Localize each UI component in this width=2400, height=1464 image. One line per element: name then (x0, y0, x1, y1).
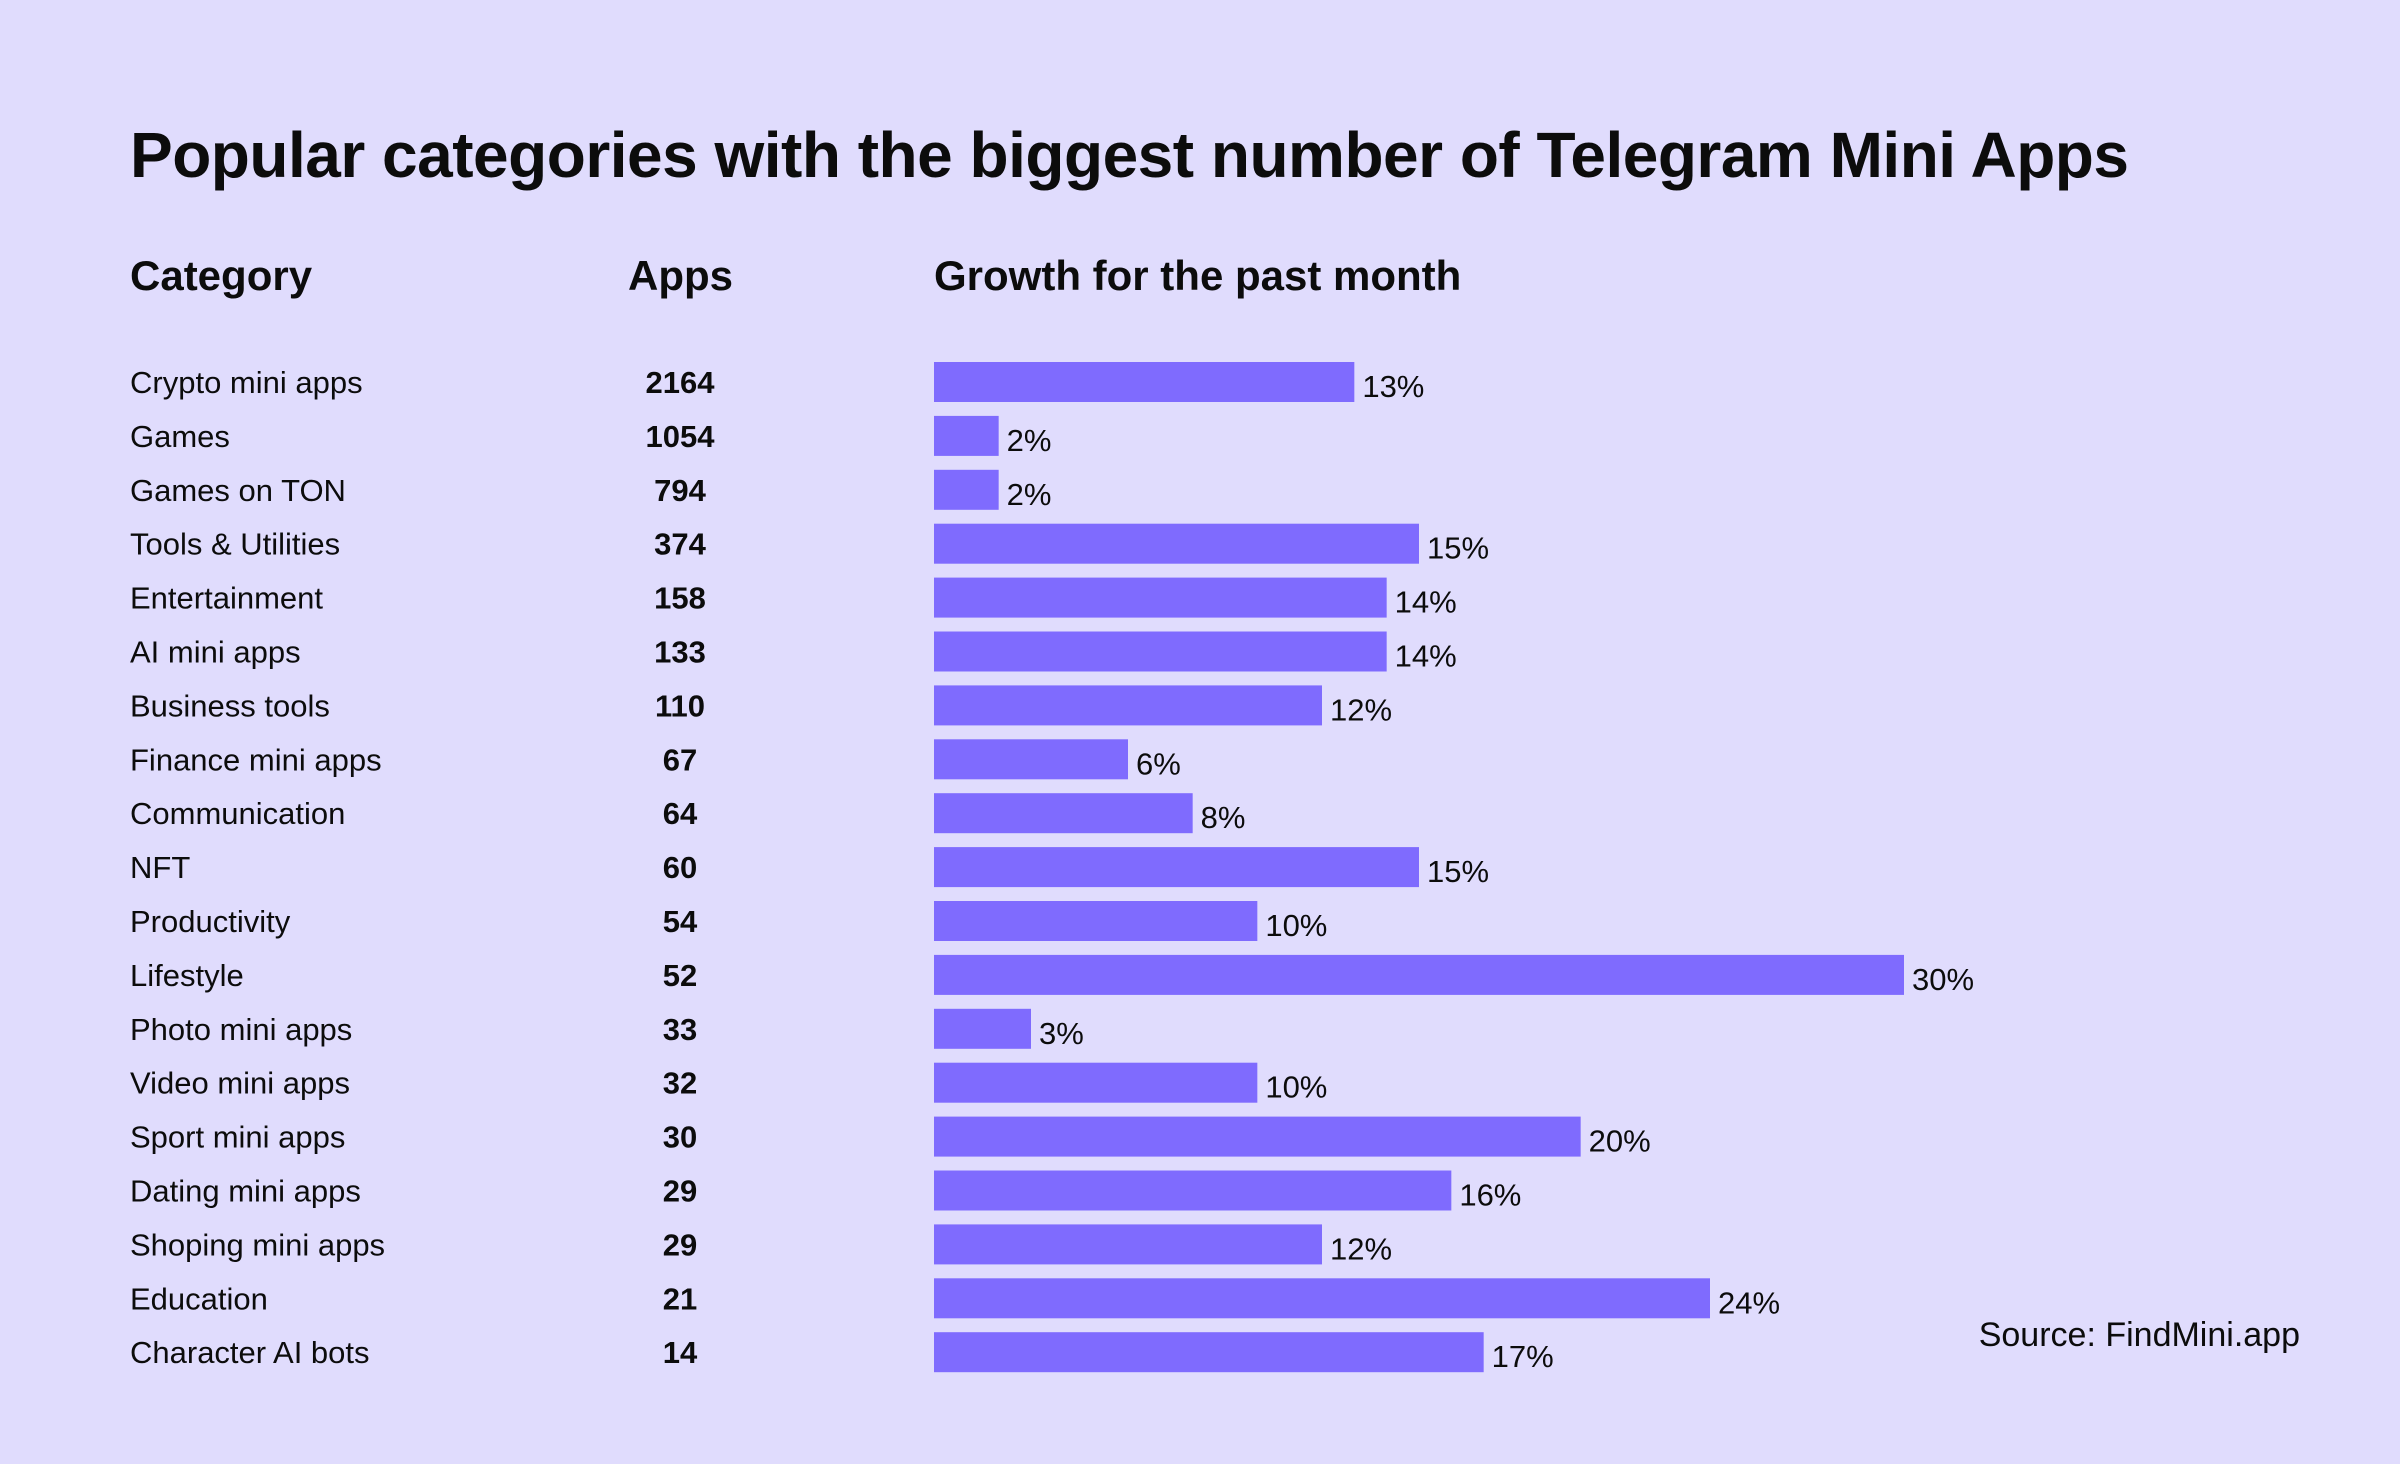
apps-count: 158 (654, 581, 706, 616)
category-label: AI mini apps (130, 635, 301, 670)
category-label: Tools & Utilities (130, 527, 340, 562)
growth-bar (934, 847, 1419, 887)
category-label: Finance mini apps (130, 742, 382, 777)
apps-count: 2164 (646, 365, 716, 400)
category-label: Shoping mini apps (130, 1227, 385, 1262)
category-label: Games on TON (130, 473, 346, 508)
growth-bar (934, 1332, 1484, 1372)
apps-count: 29 (663, 1227, 697, 1262)
growth-value-label: 12% (1330, 1231, 1392, 1266)
growth-value-label: 17% (1492, 1339, 1554, 1374)
category-label: Lifestyle (130, 958, 244, 993)
growth-bar (934, 470, 999, 510)
apps-count: 14 (663, 1335, 698, 1370)
growth-value-label: 3% (1039, 1016, 1084, 1051)
growth-bar (934, 793, 1193, 833)
category-label: Photo mini apps (130, 1012, 352, 1047)
growth-bar (934, 362, 1354, 402)
growth-value-label: 12% (1330, 692, 1392, 727)
growth-bar (934, 739, 1128, 779)
apps-count: 32 (663, 1066, 697, 1101)
growth-value-label: 2% (1007, 477, 1052, 512)
category-label: NFT (130, 850, 190, 885)
growth-bar (934, 1278, 1710, 1318)
apps-count: 29 (663, 1174, 697, 1209)
growth-bar (934, 1224, 1322, 1264)
apps-count: 67 (663, 742, 697, 777)
growth-value-label: 15% (1427, 531, 1489, 566)
growth-value-label: 10% (1265, 908, 1327, 943)
category-label: Character AI bots (130, 1335, 370, 1370)
growth-bar (934, 1117, 1581, 1157)
growth-value-label: 14% (1395, 639, 1457, 674)
growth-bar (934, 1063, 1257, 1103)
growth-value-label: 2% (1007, 423, 1052, 458)
growth-bar (934, 1009, 1031, 1049)
apps-count: 52 (663, 958, 697, 993)
category-label: Games (130, 419, 230, 454)
growth-bar (934, 578, 1387, 618)
apps-count: 21 (663, 1281, 697, 1316)
growth-bar (934, 901, 1257, 941)
category-label: Video mini apps (130, 1066, 350, 1101)
apps-count: 64 (663, 796, 698, 831)
growth-value-label: 24% (1718, 1285, 1780, 1320)
category-label: Education (130, 1281, 268, 1316)
category-label: Communication (130, 796, 345, 831)
apps-count: 54 (663, 904, 698, 939)
source-note: Source: FindMini.app (1979, 1316, 2300, 1355)
growth-value-label: 14% (1395, 585, 1457, 620)
category-label: Dating mini apps (130, 1174, 361, 1209)
category-label: Business tools (130, 688, 330, 723)
category-label: Crypto mini apps (130, 365, 363, 400)
apps-count: 1054 (646, 419, 716, 454)
growth-value-label: 6% (1136, 746, 1181, 781)
apps-count: 133 (654, 635, 706, 670)
apps-count: 794 (654, 473, 706, 508)
apps-count: 374 (654, 527, 706, 562)
category-label: Entertainment (130, 581, 323, 616)
growth-value-label: 20% (1589, 1124, 1651, 1159)
growth-value-label: 13% (1362, 369, 1424, 404)
growth-bar (934, 955, 1904, 995)
apps-count: 33 (663, 1012, 697, 1047)
apps-count: 110 (655, 688, 705, 723)
category-label: Sport mini apps (130, 1120, 345, 1155)
growth-bar (934, 632, 1387, 672)
growth-bar (934, 1171, 1451, 1211)
growth-bar (934, 416, 999, 456)
growth-bar (934, 524, 1419, 564)
growth-bar (934, 685, 1322, 725)
growth-value-label: 15% (1427, 854, 1489, 889)
growth-value-label: 16% (1459, 1178, 1521, 1213)
growth-value-label: 30% (1912, 962, 1974, 997)
growth-value-label: 10% (1265, 1070, 1327, 1105)
category-label: Productivity (130, 904, 291, 939)
apps-count: 60 (663, 850, 697, 885)
apps-count: 30 (663, 1120, 697, 1155)
growth-value-label: 8% (1201, 800, 1246, 835)
